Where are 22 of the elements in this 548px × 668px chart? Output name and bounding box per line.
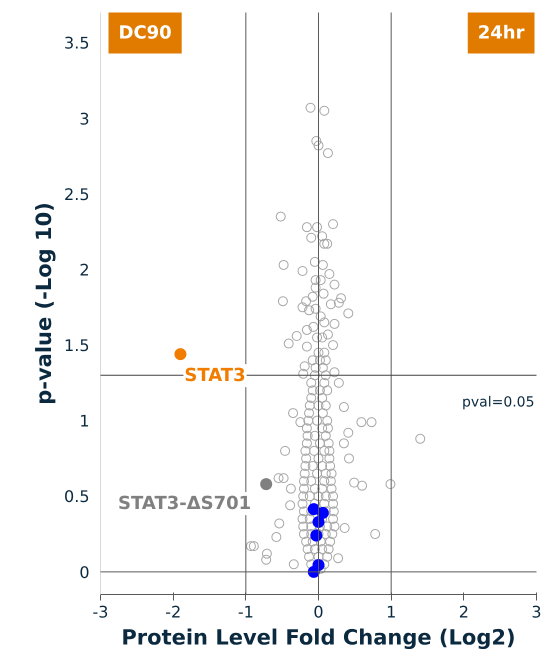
series-label: STAT3 — [184, 365, 246, 386]
y-tick-label: 3.5 — [64, 34, 90, 53]
series-label: STAT3-ΔS701 — [118, 493, 252, 514]
y-tick-label: 0.5 — [64, 487, 90, 506]
x-axis-title: Protein Level Fold Change (Log2) — [121, 626, 516, 650]
x-tick-label: -2 — [165, 602, 182, 622]
y-tick-label: 3 — [79, 109, 90, 128]
x-tick-label: -3 — [92, 602, 108, 622]
y-tick-label: 2.5 — [64, 184, 90, 204]
y-tick-label: 1.5 — [64, 336, 90, 356]
x-tick-label: 0 — [313, 602, 324, 622]
y-tick-label: 1 — [79, 412, 90, 431]
y-axis-title: p-value (-Log 10) — [32, 202, 56, 405]
y-tick-label: 0 — [79, 562, 90, 582]
annotation: DC90 — [118, 22, 172, 44]
annotation: 24hr — [478, 22, 525, 44]
x-tick-label: 3 — [531, 602, 542, 622]
annotation: pval=0.05 — [462, 394, 535, 410]
x-tick-label: -1 — [238, 602, 254, 622]
x-tick-label: 2 — [458, 602, 469, 622]
x-tick-label: 1 — [386, 602, 396, 622]
y-tick-label: 2 — [79, 260, 90, 280]
